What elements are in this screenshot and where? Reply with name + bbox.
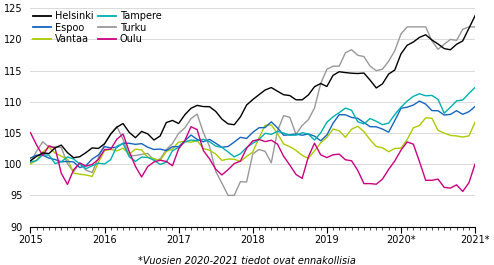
Oulu [435, 178, 441, 181]
Turku [472, 25, 478, 28]
Espoo [182, 139, 188, 143]
Espoo [423, 103, 429, 106]
Tampere [404, 100, 410, 103]
Oulu [256, 138, 262, 141]
Vantaa [472, 121, 478, 124]
Vantaa [404, 138, 410, 141]
Oulu [460, 190, 466, 193]
Tampere [132, 160, 138, 163]
Line: Tampere: Tampere [31, 87, 475, 169]
Tampere [472, 86, 478, 89]
Vantaa [132, 148, 138, 151]
Espoo [77, 166, 83, 169]
Helsinki [28, 159, 34, 162]
Tampere [182, 140, 188, 144]
Helsinki [411, 41, 416, 44]
Turku [225, 194, 231, 197]
Vantaa [28, 162, 34, 166]
Helsinki [176, 122, 182, 125]
Oulu [176, 147, 182, 151]
Oulu [126, 150, 132, 153]
Tampere [28, 161, 34, 164]
Espoo [472, 105, 478, 108]
Espoo [416, 99, 422, 103]
Tampere [83, 167, 89, 170]
Helsinki [126, 131, 132, 134]
Turku [441, 43, 447, 46]
Turku [256, 148, 262, 151]
Espoo [256, 126, 262, 129]
Espoo [132, 143, 138, 146]
Line: Espoo: Espoo [31, 101, 475, 167]
Helsinki [472, 14, 478, 17]
Vantaa [423, 116, 429, 120]
Vantaa [416, 124, 422, 127]
Turku [176, 132, 182, 135]
Helsinki [398, 52, 404, 55]
Oulu [404, 140, 410, 144]
Espoo [404, 105, 410, 109]
Oulu [188, 125, 194, 128]
Vantaa [256, 136, 262, 140]
Line: Oulu: Oulu [31, 127, 475, 192]
Tampere [416, 92, 422, 95]
Legend: Helsinki, Espoo, Vantaa, Tampere, Turku, Oulu: Helsinki, Espoo, Vantaa, Tampere, Turku,… [33, 10, 163, 45]
Espoo [28, 157, 34, 160]
Oulu [472, 162, 478, 166]
Line: Helsinki: Helsinki [31, 16, 475, 161]
Oulu [28, 131, 34, 134]
Turku [423, 25, 429, 28]
Turku [28, 161, 34, 164]
Line: Turku: Turku [31, 27, 475, 195]
Turku [126, 154, 132, 157]
Turku [404, 25, 410, 28]
Vantaa [441, 131, 447, 135]
Text: *Vuosien 2020-2021 tiedot ovat ennakollisia: *Vuosien 2020-2021 tiedot ovat ennakolli… [138, 256, 356, 265]
Helsinki [250, 98, 256, 101]
Oulu [416, 160, 422, 163]
Vantaa [182, 140, 188, 143]
Tampere [256, 138, 262, 141]
Helsinki [429, 38, 435, 42]
Espoo [441, 113, 447, 117]
Tampere [435, 98, 441, 101]
Turku [411, 25, 416, 28]
Vantaa [89, 175, 95, 178]
Line: Vantaa: Vantaa [31, 118, 475, 176]
